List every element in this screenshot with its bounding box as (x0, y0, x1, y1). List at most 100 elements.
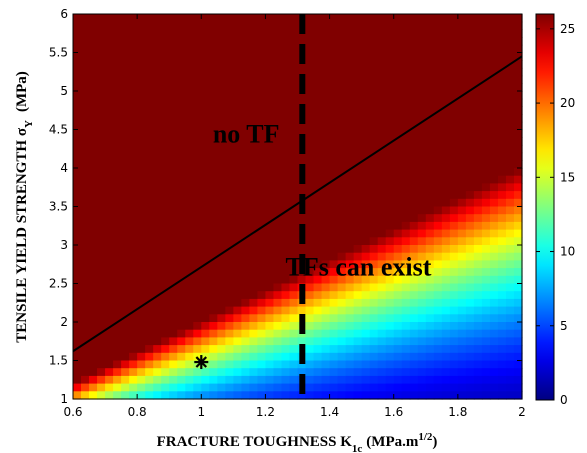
heatmap-cell (497, 98, 507, 107)
heatmap-cell (505, 37, 515, 46)
heatmap-cell (129, 268, 138, 277)
heatmap-cell (137, 314, 146, 323)
heatmap-cell (233, 44, 242, 54)
heatmap-cell (209, 37, 218, 46)
heatmap-cell (137, 98, 146, 107)
heatmap-cell (185, 129, 194, 138)
heatmap-cell (305, 283, 315, 292)
heatmap-cell (209, 98, 218, 107)
heatmap-cell (449, 44, 459, 54)
heatmap-cell (353, 91, 363, 100)
heatmap-cell (441, 137, 451, 146)
heatmap-cell (369, 121, 379, 131)
heatmap-cell (153, 214, 162, 223)
heatmap-cell (353, 206, 363, 215)
heatmap-cell (81, 298, 90, 308)
heatmap-cell (169, 144, 178, 154)
heatmap-cell (361, 168, 371, 177)
heatmap-cell (409, 37, 419, 46)
heatmap-cell (417, 114, 427, 123)
heatmap-cell (513, 183, 523, 192)
heatmap-cell (449, 260, 459, 269)
heatmap-cell (137, 268, 146, 277)
heatmap-cell (177, 221, 186, 231)
heatmap-cell (513, 214, 523, 223)
heatmap-cell (345, 322, 355, 331)
heatmap-cell (121, 75, 130, 84)
heatmap-cell (73, 322, 82, 331)
heatmap-cell (217, 29, 226, 38)
heatmap-cell (89, 229, 98, 238)
heatmap-cell (465, 245, 475, 254)
heatmap-cell (321, 345, 331, 354)
heatmap-cell (345, 214, 355, 223)
heatmap-cell (217, 114, 226, 123)
heatmap-cell (409, 314, 419, 323)
heatmap-cell (345, 137, 355, 146)
heatmap-cell (297, 306, 307, 315)
heatmap-cell (401, 345, 411, 354)
heatmap-cell (385, 352, 395, 362)
heatmap-cell (225, 314, 234, 323)
heatmap-cell (401, 183, 411, 192)
heatmap-cell (177, 91, 186, 100)
heatmap-cell (225, 221, 234, 231)
heatmap-cell (441, 229, 451, 238)
heatmap-cell (241, 98, 250, 107)
heatmap-cell (417, 106, 427, 115)
heatmap-cell (145, 345, 154, 354)
heatmap-cell (105, 291, 114, 300)
heatmap-cell (449, 14, 459, 23)
heatmap-cell (345, 291, 355, 300)
heatmap-cell (241, 291, 250, 300)
heatmap-cell (313, 37, 323, 46)
heatmap-cell (481, 322, 491, 331)
heatmap-cell (377, 129, 387, 138)
heatmap-cell (385, 144, 395, 154)
heatmap-cell (241, 252, 250, 261)
heatmap-cell (161, 152, 170, 161)
heatmap-cell (369, 106, 379, 115)
x-tick-label: 1.8 (448, 405, 467, 419)
heatmap-cell (441, 237, 451, 246)
heatmap-cell (433, 191, 443, 200)
heatmap-cell (465, 352, 475, 362)
heatmap-cell (465, 368, 475, 377)
heatmap-cell (153, 44, 162, 54)
heatmap-cell (281, 106, 291, 115)
heatmap-cell (113, 275, 122, 285)
heatmap-cell (137, 37, 146, 46)
heatmap-cell (169, 67, 178, 77)
heatmap-cell (161, 60, 170, 69)
heatmap-cell (185, 67, 194, 77)
heatmap-cell (273, 206, 283, 215)
heatmap-cell (137, 52, 146, 61)
heatmap-cell (385, 129, 395, 138)
heatmap-cell (385, 391, 395, 400)
heatmap-cell (185, 160, 194, 169)
heatmap-cell (441, 198, 451, 208)
heatmap-cell (361, 221, 371, 231)
heatmap-cell (233, 283, 242, 292)
heatmap-cell (97, 67, 106, 77)
heatmap-cell (465, 375, 475, 385)
heatmap-cell (145, 260, 154, 269)
heatmap-cell (137, 106, 146, 115)
heatmap-cell (89, 221, 98, 231)
heatmap-cell (209, 375, 218, 385)
heatmap-cell (385, 368, 395, 377)
heatmap-cell (257, 98, 267, 107)
heatmap-cell (113, 44, 122, 54)
heatmap-cell (497, 291, 507, 300)
heatmap-cell (73, 44, 82, 54)
heatmap-cell (305, 168, 315, 177)
heatmap-cell (233, 206, 242, 215)
heatmap-cell (233, 268, 242, 277)
heatmap-cell (145, 152, 154, 161)
heatmap-cell (249, 191, 259, 200)
heatmap-cell (177, 137, 186, 146)
heatmap-cell (105, 229, 114, 238)
heatmap-cell (241, 183, 250, 192)
heatmap-cell (329, 314, 339, 323)
heatmap-cell (361, 298, 371, 308)
